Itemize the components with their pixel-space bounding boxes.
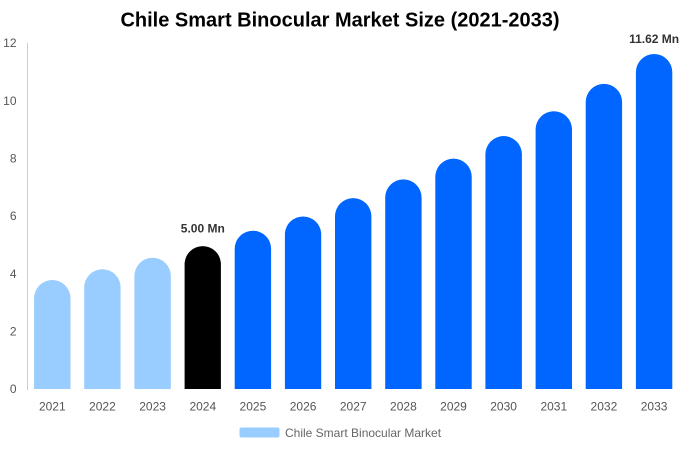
- svg-text:Chile Smart Binocular Market S: Chile Smart Binocular Market Size (2021-…: [120, 10, 559, 32]
- svg-text:2030: 2030: [490, 400, 517, 414]
- svg-text:2025: 2025: [240, 400, 267, 414]
- svg-text:8: 8: [10, 152, 17, 166]
- svg-text:10: 10: [3, 94, 17, 108]
- svg-text:5.00 Mn: 5.00 Mn: [181, 222, 225, 236]
- svg-text:2029: 2029: [440, 400, 467, 414]
- svg-text:2031: 2031: [540, 400, 567, 414]
- svg-text:2024: 2024: [189, 400, 216, 414]
- svg-text:2026: 2026: [290, 400, 317, 414]
- svg-text:2028: 2028: [390, 400, 417, 414]
- svg-text:2021: 2021: [39, 400, 66, 414]
- svg-text:2032: 2032: [591, 400, 618, 414]
- svg-text:2027: 2027: [340, 400, 367, 414]
- svg-text:2023: 2023: [139, 400, 166, 414]
- svg-text:4: 4: [10, 267, 17, 281]
- svg-text:0: 0: [10, 382, 17, 396]
- svg-text:2: 2: [10, 325, 17, 339]
- svg-text:12: 12: [3, 36, 17, 50]
- svg-text:11.62 Mn: 11.62 Mn: [629, 32, 679, 46]
- svg-text:2033: 2033: [641, 400, 668, 414]
- svg-text:Chile Smart Binocular Market: Chile Smart Binocular Market: [285, 426, 442, 440]
- svg-text:2022: 2022: [89, 400, 116, 414]
- svg-text:6: 6: [10, 209, 17, 223]
